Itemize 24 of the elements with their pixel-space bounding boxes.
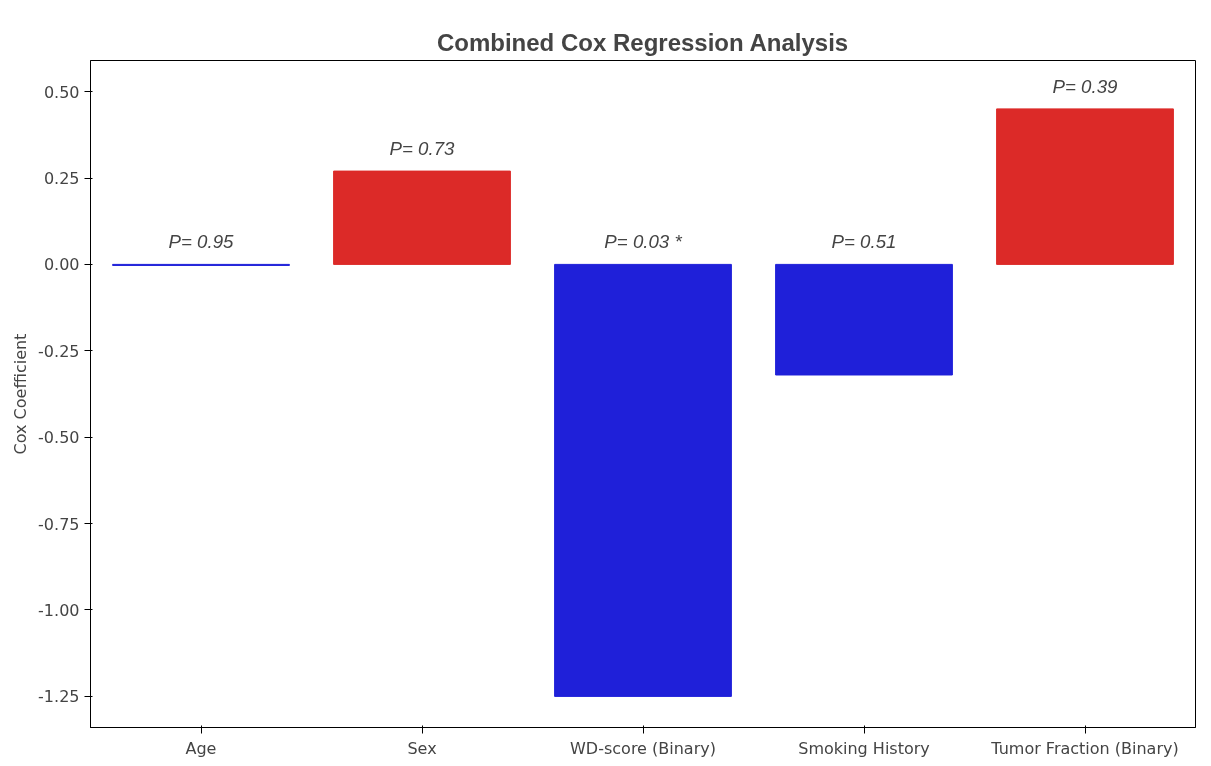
bar xyxy=(554,263,732,697)
annotation: P= 0.51 xyxy=(831,231,897,253)
x-tick-label: Tumor Fraction (Binary) xyxy=(990,738,1179,758)
x-tick-label: Smoking History xyxy=(798,738,930,758)
y-tick-label: 0.00 xyxy=(43,255,80,275)
y-axis-title: Cox Coefficient xyxy=(11,333,31,455)
annotation: P= 0.03 * xyxy=(604,231,683,253)
bar xyxy=(333,170,511,265)
y-tick-label: -0.25 xyxy=(38,341,80,361)
annotation: P= 0.95 xyxy=(168,231,235,253)
y-tick-label: -1.25 xyxy=(38,687,80,707)
bar xyxy=(996,108,1174,265)
x-tick-label: Sex xyxy=(407,738,437,758)
y-tick-label: 0.25 xyxy=(43,169,80,188)
y-tick-label: 0.50 xyxy=(43,82,80,102)
bar xyxy=(775,263,953,376)
x-tick-label: WD-score (Binary) xyxy=(570,738,716,758)
annotation: P= 0.39 xyxy=(1052,75,1118,97)
y-tick-label: -0.75 xyxy=(38,514,80,534)
y-tick-label: -1.00 xyxy=(38,601,80,620)
x-tick-label: Age xyxy=(185,738,217,758)
annotation: P= 0.73 xyxy=(389,138,456,160)
chart-title: Combined Cox Regression Analysis xyxy=(436,28,849,56)
y-tick-label: -0.50 xyxy=(38,428,80,448)
